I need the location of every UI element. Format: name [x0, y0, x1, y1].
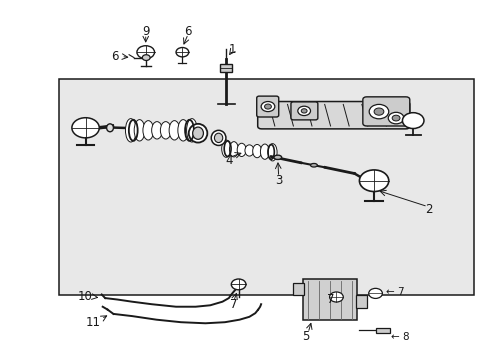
Ellipse shape: [221, 140, 230, 157]
Ellipse shape: [160, 122, 171, 139]
Text: 6: 6: [184, 25, 192, 38]
Ellipse shape: [229, 141, 238, 157]
Ellipse shape: [211, 130, 225, 145]
Circle shape: [231, 279, 245, 290]
Ellipse shape: [244, 145, 253, 156]
Ellipse shape: [273, 155, 281, 159]
Circle shape: [368, 104, 388, 119]
Ellipse shape: [134, 120, 144, 141]
Circle shape: [301, 109, 306, 113]
Bar: [293, 283, 304, 295]
Ellipse shape: [188, 124, 207, 143]
Bar: [220, 64, 231, 72]
Circle shape: [72, 118, 99, 138]
Circle shape: [391, 115, 399, 121]
Text: 7: 7: [229, 298, 237, 311]
Text: 6: 6: [111, 50, 119, 63]
Ellipse shape: [260, 144, 269, 159]
Circle shape: [142, 55, 150, 60]
Circle shape: [137, 46, 154, 59]
Ellipse shape: [151, 122, 162, 139]
Circle shape: [387, 112, 403, 124]
Text: 7: 7: [327, 293, 334, 306]
Circle shape: [368, 288, 382, 298]
Circle shape: [402, 113, 423, 129]
Text: 9: 9: [142, 25, 149, 38]
Circle shape: [373, 108, 383, 115]
Ellipse shape: [252, 144, 261, 158]
Bar: [59, 79, 473, 295]
Ellipse shape: [125, 119, 136, 142]
Circle shape: [261, 102, 274, 112]
Bar: [375, 328, 389, 333]
Ellipse shape: [106, 124, 113, 132]
Text: 2: 2: [424, 203, 432, 216]
Ellipse shape: [169, 121, 180, 140]
Circle shape: [297, 106, 310, 116]
FancyBboxPatch shape: [303, 279, 356, 320]
FancyBboxPatch shape: [257, 102, 409, 129]
Text: 10: 10: [78, 291, 93, 303]
FancyBboxPatch shape: [290, 102, 317, 120]
Text: ← 8: ← 8: [390, 332, 409, 342]
Ellipse shape: [214, 133, 222, 143]
Ellipse shape: [142, 121, 153, 140]
FancyBboxPatch shape: [362, 97, 409, 126]
Ellipse shape: [186, 119, 197, 142]
Circle shape: [359, 170, 388, 192]
Bar: [355, 295, 366, 308]
Text: ← 7: ← 7: [386, 287, 404, 297]
Circle shape: [176, 48, 188, 57]
Text: 11: 11: [85, 316, 100, 329]
Ellipse shape: [267, 144, 277, 161]
Ellipse shape: [192, 127, 203, 139]
Ellipse shape: [237, 143, 245, 157]
Ellipse shape: [310, 163, 317, 167]
Text: 3: 3: [274, 174, 282, 187]
Text: 5: 5: [301, 330, 309, 343]
Ellipse shape: [178, 120, 188, 141]
Text: 4: 4: [224, 154, 232, 167]
Text: 1: 1: [228, 43, 236, 56]
FancyBboxPatch shape: [256, 96, 278, 117]
Circle shape: [264, 104, 271, 109]
Circle shape: [329, 292, 343, 302]
